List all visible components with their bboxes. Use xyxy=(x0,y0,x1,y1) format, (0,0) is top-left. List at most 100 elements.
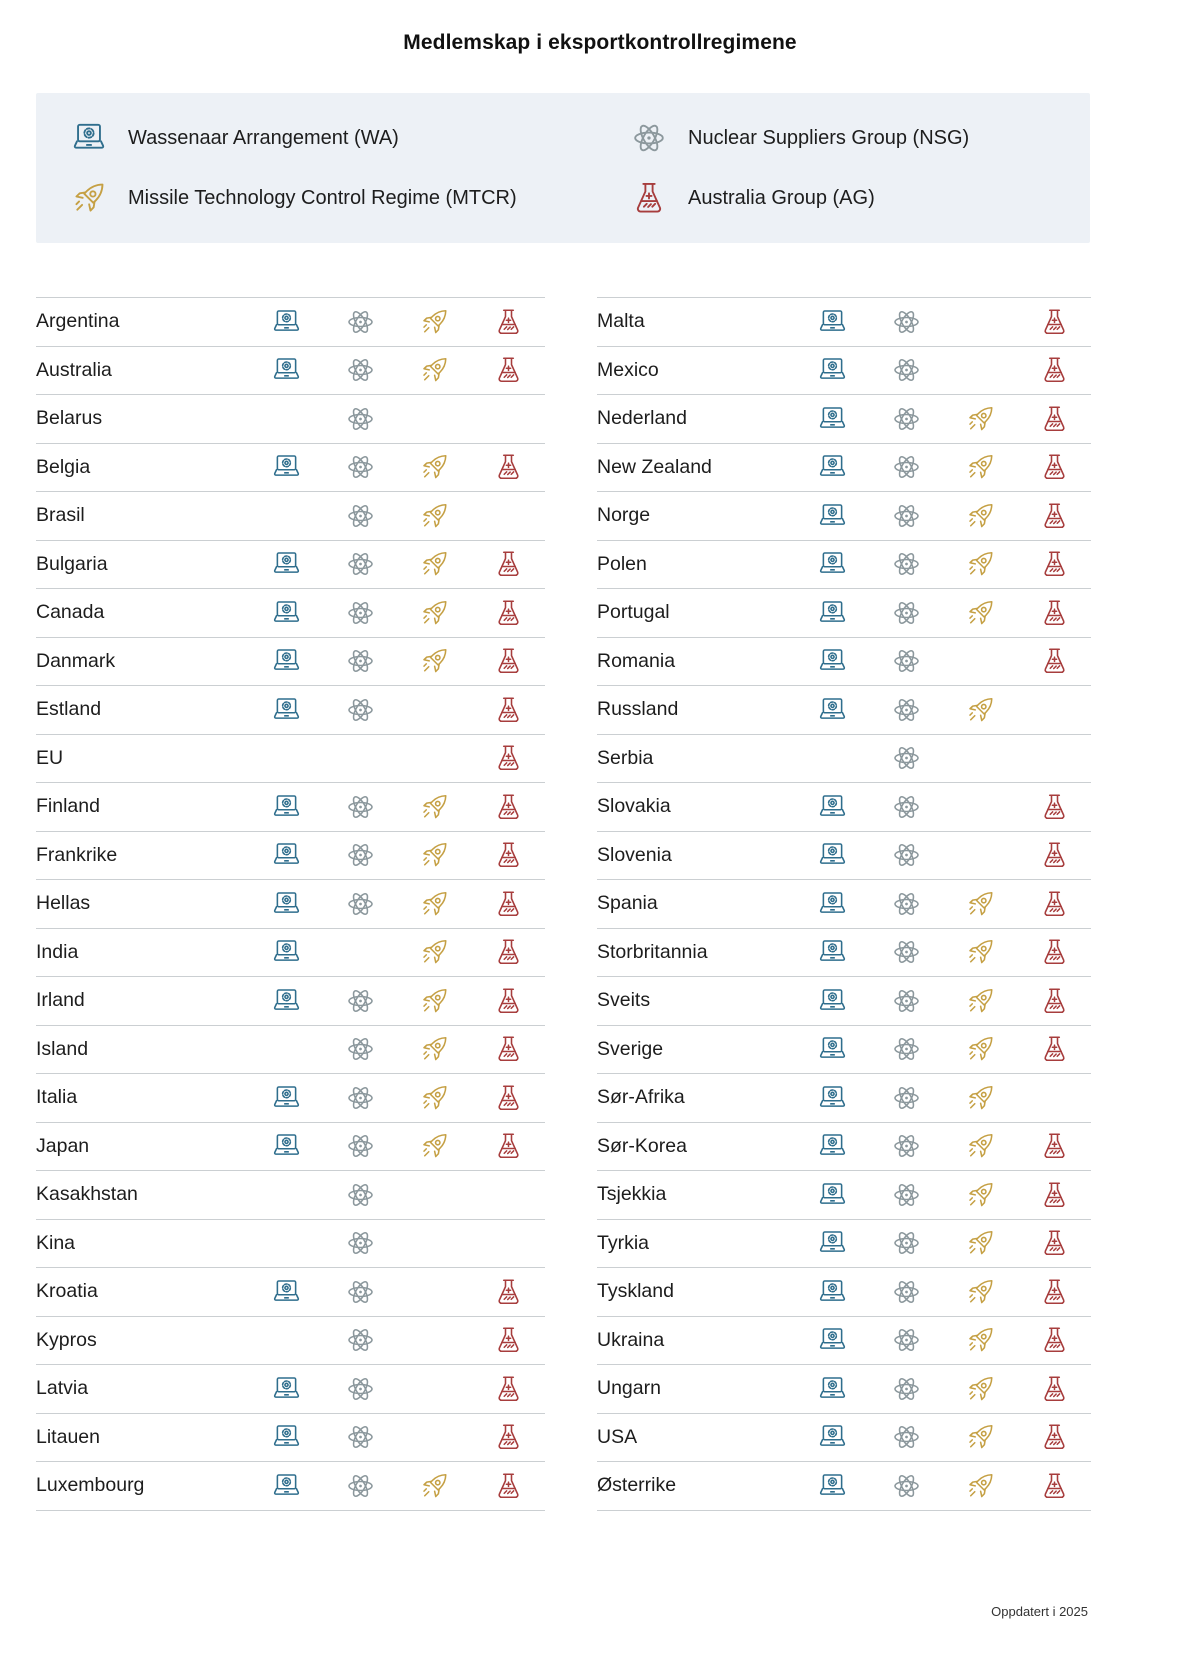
laptop-gear-icon xyxy=(271,986,302,1016)
country-name: Belgia xyxy=(36,455,91,478)
rocket-icon xyxy=(965,1180,996,1210)
membership-cell-wa xyxy=(249,695,323,725)
membership-cell-wa xyxy=(795,307,869,337)
membership-cell-nsg xyxy=(323,1325,397,1355)
table-row: Mexico xyxy=(597,347,1091,395)
rocket-icon xyxy=(965,549,996,579)
flask-icon xyxy=(493,1083,524,1113)
laptop-gear-icon xyxy=(271,889,302,919)
table-row: Spania xyxy=(597,880,1091,929)
membership-cell-mtcr xyxy=(397,937,471,967)
flask-icon xyxy=(1039,501,1070,531)
membership-cell-ag xyxy=(471,840,545,870)
country-name: Storbritannia xyxy=(597,940,708,963)
country-name: Polen xyxy=(597,552,647,575)
membership-cell-mtcr xyxy=(397,355,471,385)
table-row: Storbritannia xyxy=(597,929,1091,977)
rocket-icon xyxy=(965,1277,996,1307)
membership-cell-wa xyxy=(249,937,323,967)
laptop-gear-icon xyxy=(817,452,848,482)
country-name: Luxembourg xyxy=(36,1474,145,1497)
atom-icon xyxy=(891,1277,922,1307)
membership-cell-nsg xyxy=(869,1422,943,1452)
membership-cell-mtcr xyxy=(397,549,471,579)
flask-icon xyxy=(493,1034,524,1064)
membership-cell-ag xyxy=(471,1277,545,1307)
membership-cell-wa xyxy=(795,1034,869,1064)
legend-label-ag: Australia Group (AG) xyxy=(688,186,875,209)
atom-icon xyxy=(345,1471,376,1501)
country-name: Portugal xyxy=(597,601,670,624)
table-row: Danmark xyxy=(36,638,545,686)
rocket-icon xyxy=(419,840,450,870)
legend-item-wa: Wassenaar Arrangement (WA) xyxy=(70,120,630,156)
membership-cell-wa xyxy=(795,1471,869,1501)
flask-icon xyxy=(493,307,524,337)
membership-cell-wa xyxy=(795,1228,869,1258)
atom-icon xyxy=(891,1083,922,1113)
membership-cell-ag xyxy=(1017,598,1091,628)
flask-icon xyxy=(493,986,524,1016)
membership-cell-nsg xyxy=(869,840,943,870)
laptop-gear-icon xyxy=(817,889,848,919)
membership-cell-ag xyxy=(471,452,545,482)
country-name: Litauen xyxy=(36,1425,100,1448)
country-name: India xyxy=(36,940,79,963)
membership-cell-nsg xyxy=(323,1034,397,1064)
country-name: Danmark xyxy=(36,649,116,672)
laptop-gear-icon xyxy=(271,1471,302,1501)
atom-icon xyxy=(345,404,376,434)
membership-cell-mtcr xyxy=(943,889,1017,919)
membership-cell-nsg xyxy=(323,1277,397,1307)
membership-cell-mtcr xyxy=(397,986,471,1016)
membership-cell-mtcr xyxy=(943,695,1017,725)
atom-icon xyxy=(345,355,376,385)
membership-cell-nsg xyxy=(323,1422,397,1452)
atom-icon xyxy=(345,889,376,919)
membership-cell-wa xyxy=(795,1325,869,1355)
laptop-gear-icon xyxy=(271,937,302,967)
country-name: Argentina xyxy=(36,310,120,333)
membership-cell-nsg xyxy=(869,1034,943,1064)
flask-icon xyxy=(1039,986,1070,1016)
atom-icon xyxy=(345,646,376,676)
laptop-gear-icon xyxy=(817,986,848,1016)
table-row: Polen xyxy=(597,541,1091,589)
laptop-gear-icon xyxy=(817,646,848,676)
membership-cell-nsg xyxy=(869,549,943,579)
country-name: Irland xyxy=(36,989,85,1012)
atom-icon xyxy=(345,1228,376,1258)
country-name: Sverige xyxy=(597,1037,664,1060)
flask-icon xyxy=(1039,1180,1070,1210)
flask-icon xyxy=(1039,598,1070,628)
laptop-gear-icon xyxy=(271,355,302,385)
atom-icon xyxy=(891,452,922,482)
table-row: Kasakhstan xyxy=(36,1171,545,1220)
flask-icon xyxy=(493,695,524,725)
membership-cell-wa xyxy=(249,1374,323,1404)
country-name: Malta xyxy=(597,310,645,333)
membership-table: Argentina Australia Belarus Belgia Brasil Bul… xyxy=(36,297,1200,1511)
membership-cell-nsg xyxy=(869,937,943,967)
table-row: Litauen xyxy=(36,1414,545,1462)
membership-cell-nsg xyxy=(323,1083,397,1113)
table-row: Norge xyxy=(597,492,1091,541)
table-row: Sør-Afrika xyxy=(597,1074,1091,1123)
laptop-gear-icon xyxy=(817,792,848,822)
membership-cell-nsg xyxy=(323,1471,397,1501)
rocket-icon xyxy=(419,646,450,676)
membership-cell-wa xyxy=(795,452,869,482)
country-name: Serbia xyxy=(597,746,654,769)
membership-cell-wa xyxy=(249,889,323,919)
flask-icon xyxy=(493,937,524,967)
atom-icon xyxy=(630,120,668,156)
table-right-column: Malta Mexico Nederland New Zealand Norge Pole… xyxy=(597,297,1091,1511)
atom-icon xyxy=(891,792,922,822)
page-title: Medlemskap i eksportkontrollregimene xyxy=(403,31,797,54)
atom-icon xyxy=(891,937,922,967)
membership-cell-wa xyxy=(795,1277,869,1307)
atom-icon xyxy=(345,840,376,870)
membership-cell-ag xyxy=(471,1422,545,1452)
table-row: Østerrike xyxy=(597,1462,1091,1511)
membership-cell-mtcr xyxy=(943,1422,1017,1452)
